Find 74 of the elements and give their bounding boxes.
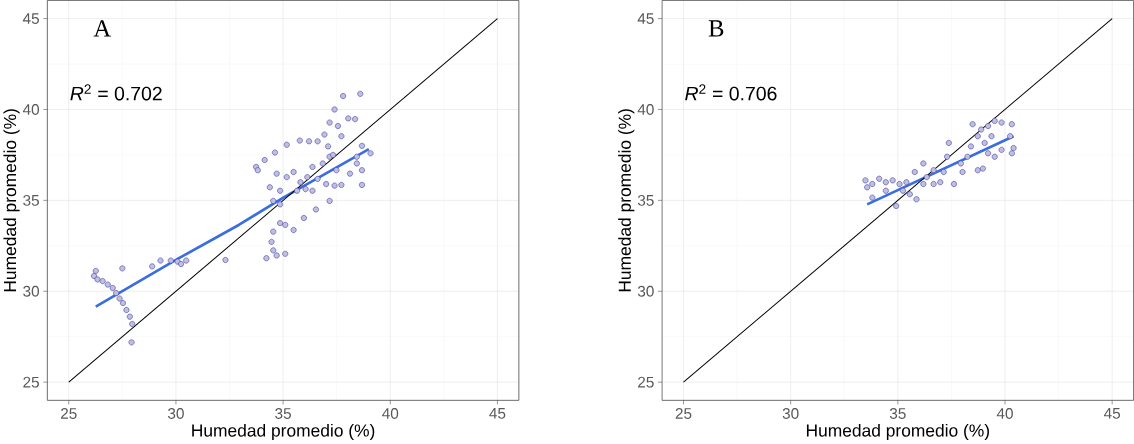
x-tick-label: 30 — [782, 408, 799, 420]
point — [923, 174, 930, 181]
x-tick-label: 45 — [1103, 408, 1121, 419]
point — [913, 196, 920, 203]
point — [967, 143, 974, 150]
point — [988, 133, 995, 140]
y-tick-label: 35 — [637, 195, 654, 207]
point — [974, 167, 981, 174]
point — [876, 176, 883, 182]
point — [945, 140, 952, 147]
y-tick-label: 30 — [23, 286, 40, 297]
point — [991, 118, 998, 125]
point — [862, 177, 869, 184]
point — [944, 154, 951, 160]
point — [920, 160, 927, 167]
annotation: B — [708, 20, 724, 37]
y-tick-label: 40 — [637, 104, 654, 116]
y-tick-label: 35 — [23, 195, 39, 207]
point — [998, 119, 1005, 126]
point — [911, 169, 918, 176]
point — [940, 169, 947, 176]
annotation: R$^{2}$ = 0.706 — [685, 84, 777, 101]
point — [930, 167, 937, 174]
point — [930, 181, 937, 188]
point — [998, 147, 1005, 154]
y-tick-label: 45 — [22, 13, 39, 25]
point — [1008, 150, 1015, 157]
point — [957, 160, 964, 167]
annotation: A — [93, 20, 111, 37]
point — [981, 140, 988, 147]
point — [920, 181, 927, 188]
point — [864, 184, 871, 191]
x-tick-label: 35 — [275, 408, 291, 420]
point — [869, 181, 876, 188]
x-tick-label: 45 — [489, 408, 506, 419]
point — [882, 179, 889, 186]
y-axis-title: Humedad promedio (%) — [3, 109, 20, 292]
point — [1010, 145, 1017, 152]
y-tick-label: 25 — [23, 376, 39, 388]
point — [882, 188, 889, 194]
y-tick-label: 30 — [637, 286, 654, 297]
point — [869, 194, 876, 201]
x-tick-label: 40 — [996, 408, 1013, 420]
point — [1008, 121, 1015, 128]
point — [951, 181, 957, 188]
point — [1007, 133, 1014, 140]
x-axis-title: Humedad promedio (%) — [806, 424, 989, 441]
x-axis-title: Humedad promedio (%) — [192, 424, 375, 441]
point — [980, 165, 986, 172]
x-tick-label: 40 — [382, 408, 399, 420]
point — [991, 154, 998, 160]
x-tick-label: 25 — [61, 408, 77, 420]
point — [959, 169, 966, 176]
point — [978, 126, 985, 133]
point — [974, 133, 981, 140]
annotation: R$^{2}$ = 0.702 — [70, 84, 162, 101]
y-axis-title: Humedad promedio (%) — [618, 109, 635, 292]
point — [900, 188, 906, 194]
point — [906, 191, 913, 198]
point — [896, 181, 903, 188]
y-tick-label: 40 — [22, 104, 40, 116]
point — [964, 154, 971, 160]
y-tick-label: 45 — [637, 13, 654, 25]
point — [985, 150, 991, 157]
x-tick-label: 30 — [167, 408, 184, 420]
y-tick-label: 25 — [638, 376, 654, 388]
point — [937, 179, 944, 186]
point — [969, 121, 976, 128]
point — [903, 179, 910, 186]
x-tick-label: 35 — [889, 408, 906, 420]
x-tick-label: 25 — [675, 408, 692, 420]
point — [889, 177, 896, 184]
point — [985, 123, 991, 130]
point — [893, 203, 900, 210]
